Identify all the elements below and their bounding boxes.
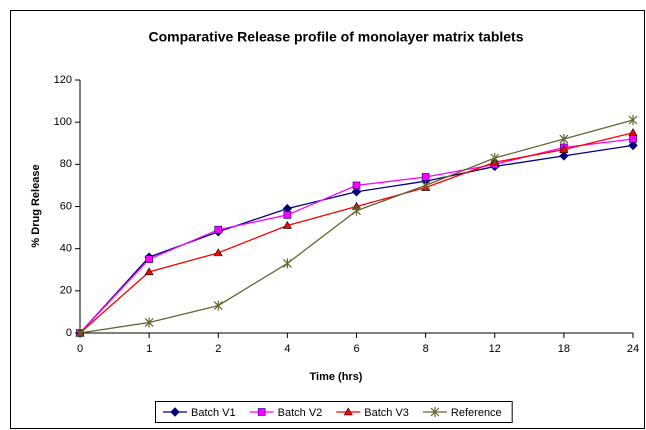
- data-point: [559, 134, 569, 145]
- legend-marker: [430, 407, 440, 417]
- legend: Batch V1 Batch V2 Batch V3 Reference: [155, 401, 513, 423]
- x-tick-label: 1: [146, 343, 152, 355]
- data-point: [421, 180, 431, 191]
- legend-marker: [257, 408, 266, 416]
- data-point: [559, 144, 569, 153]
- data-point: [628, 140, 638, 151]
- legend-label: Batch V2: [278, 407, 323, 419]
- data-point: [282, 258, 292, 269]
- legend-label: Batch V1: [191, 407, 236, 419]
- data-point: [421, 173, 430, 181]
- data-point: [144, 267, 154, 276]
- data-point: [214, 225, 223, 234]
- data-point: [490, 153, 500, 164]
- x-tick-label: 4: [284, 343, 290, 355]
- chart-frame: [10, 10, 645, 429]
- x-axis-label: Time (hrs): [310, 371, 363, 383]
- legend-label: Reference: [451, 407, 502, 419]
- x-tick-label: 2: [215, 343, 221, 355]
- data-point: [213, 300, 223, 311]
- data-point: [75, 328, 85, 338]
- data-point: [559, 151, 569, 161]
- data-point: [628, 115, 638, 126]
- legend-label: Batch V3: [364, 407, 409, 419]
- y-tick-label: 80: [60, 158, 72, 170]
- data-point: [351, 187, 362, 197]
- x-tick-label: 6: [353, 343, 359, 355]
- legend-marker: [170, 407, 180, 417]
- data-point: [283, 211, 292, 219]
- data-point: [144, 317, 154, 328]
- x-tick-label: 24: [627, 343, 639, 355]
- legend-marker: [343, 407, 353, 416]
- y-tick-label: 120: [54, 74, 72, 86]
- x-tick-label: 12: [489, 343, 501, 355]
- x-tick-label: 0: [77, 343, 83, 355]
- legend-box: [155, 401, 513, 423]
- y-tick-label: 20: [60, 285, 72, 297]
- y-tick-label: 0: [66, 327, 72, 339]
- data-point: [629, 135, 637, 143]
- data-point: [628, 128, 638, 137]
- x-tick-label: 8: [423, 343, 429, 355]
- y-axis-label: % Drug Release: [30, 164, 42, 247]
- y-tick-label: 60: [60, 200, 72, 212]
- chart-title: Comparative Release profile of monolayer…: [148, 29, 523, 45]
- data-point: [352, 181, 361, 190]
- data-point: [352, 205, 361, 216]
- y-tick-label: 100: [54, 116, 72, 128]
- data-point: [282, 220, 292, 229]
- x-tick-label: 18: [558, 343, 570, 355]
- data-point: [145, 255, 153, 264]
- y-tick-label: 40: [60, 243, 72, 255]
- data-point: [213, 248, 223, 257]
